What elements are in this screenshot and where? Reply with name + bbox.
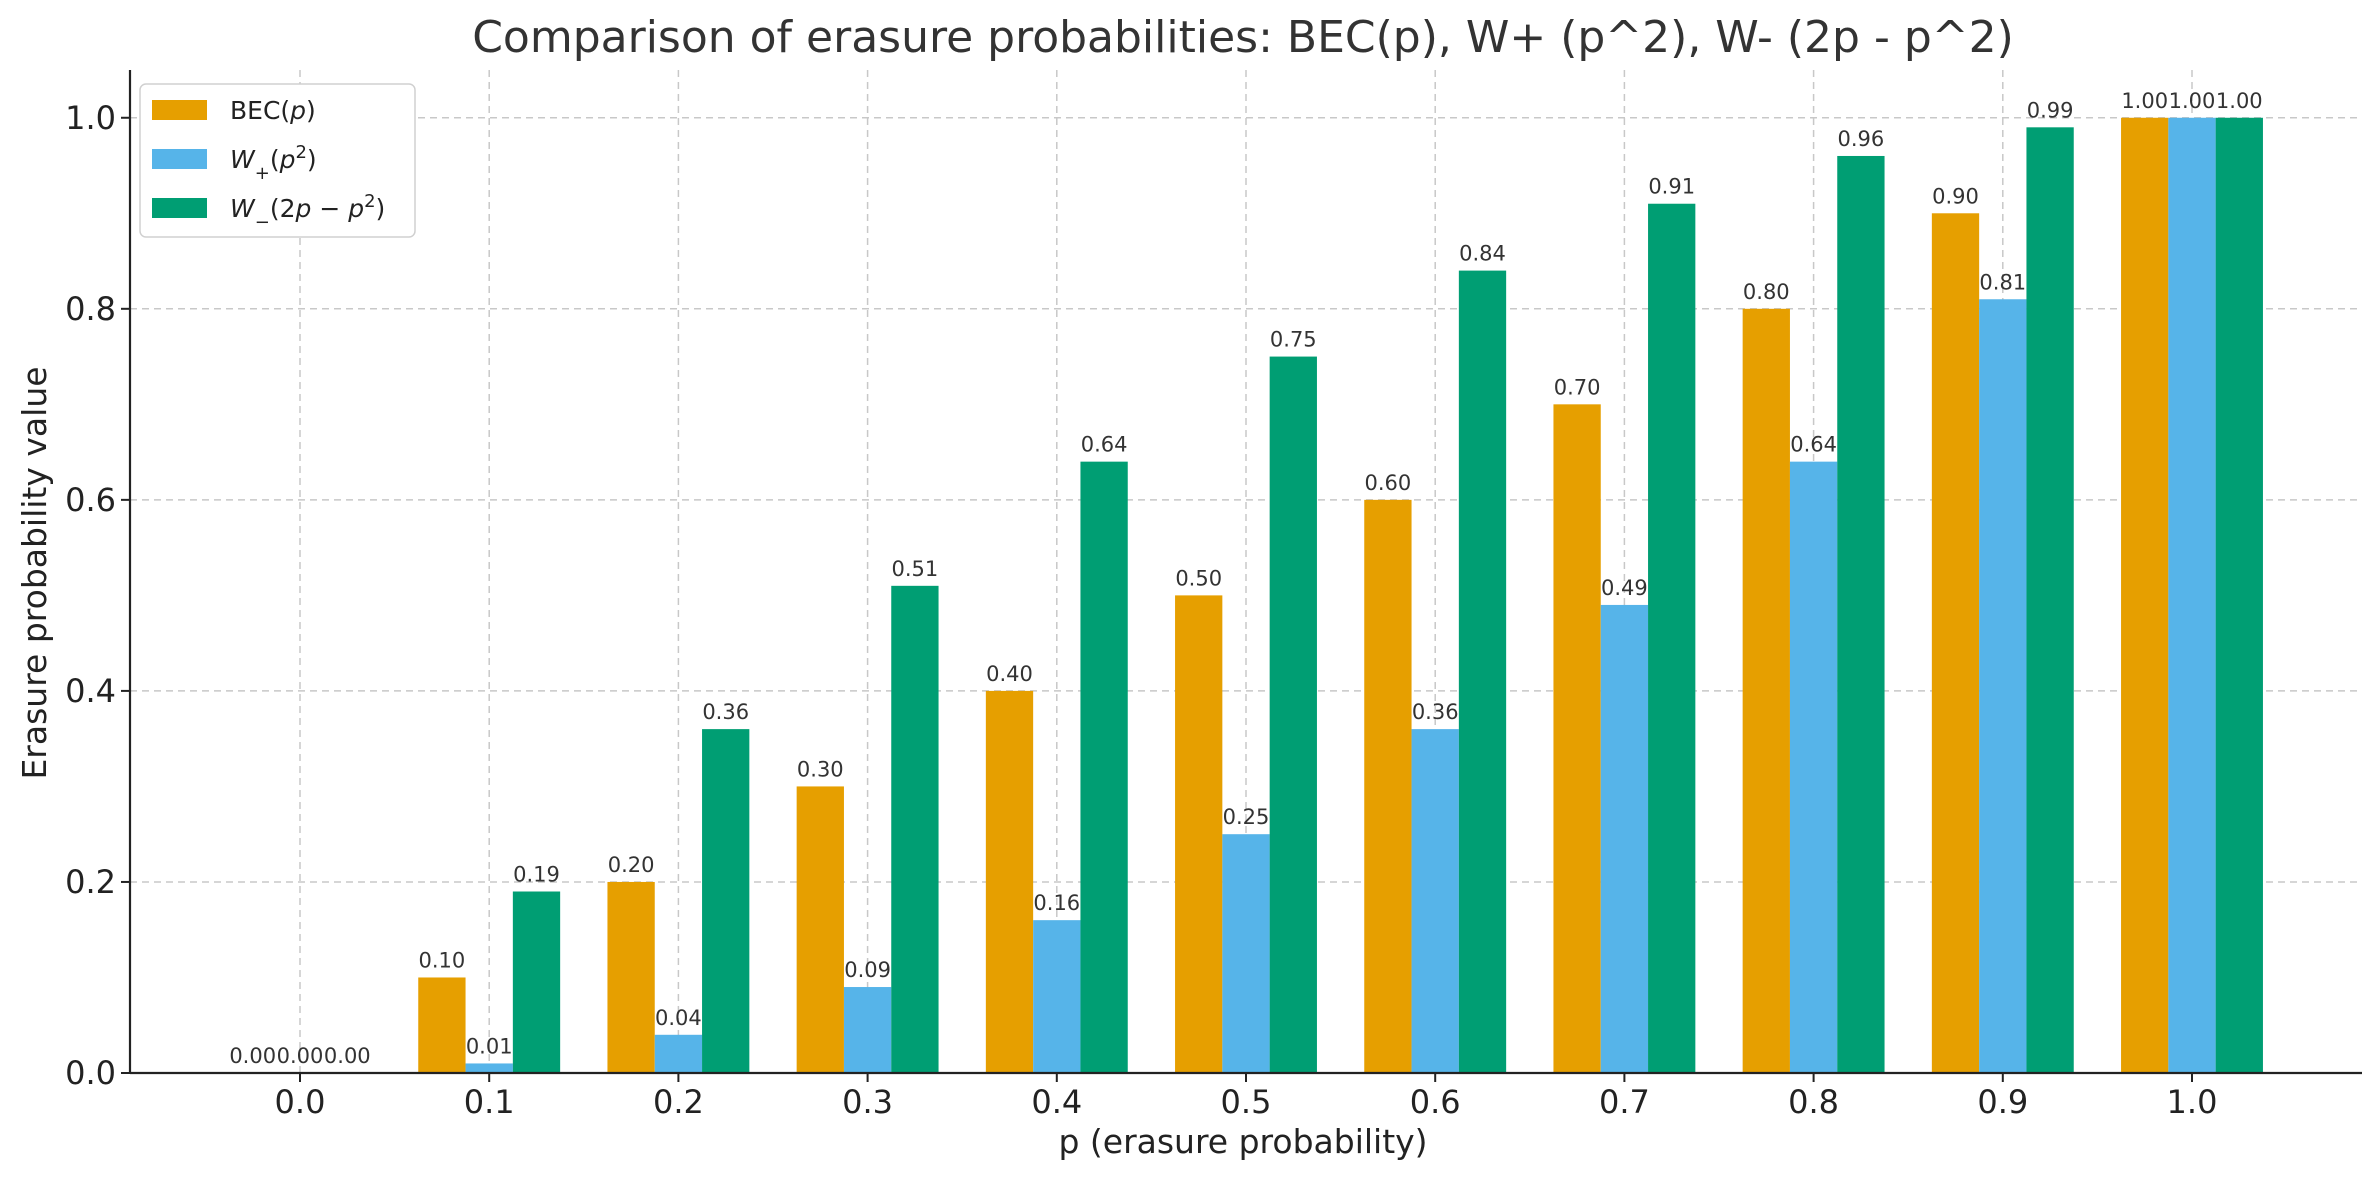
bar-2-1.0 [2215,117,2263,1073]
bar-1-0.8 [1789,461,1838,1074]
legend-swatch [152,149,207,169]
value-label: 0.00 [277,1044,324,1068]
value-label: 0.90 [1932,184,1979,208]
bar-0-0.4 [985,690,1034,1073]
y-tick-label: 0.0 [65,1054,116,1092]
value-label: 1.00 [2216,89,2263,113]
value-label: 0.25 [1223,805,1270,829]
bar-0-0.5 [1175,595,1223,1073]
legend-frame [139,83,416,238]
value-label: 0.10 [419,948,466,972]
bar-1-0.9 [1979,299,2027,1073]
bar-1-0.6 [1411,729,1459,1073]
bar-1-1.0 [2168,117,2216,1073]
x-tick-label: 0.3 [842,1083,893,1121]
chart-title: Comparison of erasure probabilities: BEC… [472,12,2014,63]
value-label: 0.96 [1838,127,1885,151]
bar-1-0.7 [1600,604,1649,1073]
legend-swatch [152,100,207,120]
y-tick-label: 0.2 [65,863,116,901]
value-label: 0.36 [1412,700,1459,724]
value-label: 0.19 [513,863,560,887]
bar-2-0.2 [702,729,750,1073]
bar-1-0.5 [1222,834,1270,1073]
bar-2-0.3 [891,585,939,1073]
value-label: 0.40 [986,662,1033,686]
bar-0-0.7 [1553,404,1601,1073]
value-label: 0.00 [229,1044,276,1068]
y-tick-label: 0.4 [65,672,116,710]
value-label: 0.70 [1554,375,1601,399]
bar-1-0.2 [654,1034,703,1073]
value-label: 0.49 [1601,576,1648,600]
bar-2-0.8 [1837,155,1885,1073]
y-axis-label: Erasure probability value [15,366,54,779]
bar-2-0.7 [1648,203,1696,1073]
bar-0-0.9 [1931,213,1980,1074]
y-tick-label: 1.0 [65,99,116,137]
value-label: 0.51 [892,557,939,581]
bars [418,117,2263,1074]
bar-2-0.1 [512,891,561,1073]
value-label: 0.75 [1270,328,1317,352]
x-tick-label: 0.4 [1031,1083,1082,1121]
x-tick-label: 0.5 [1221,1083,1272,1121]
value-label: 0.50 [1175,566,1222,590]
bar-1-0.3 [843,987,892,1073]
value-label: 1.00 [2169,89,2216,113]
value-label: 0.09 [844,958,891,982]
value-label: 0.04 [655,1006,702,1030]
value-label: 0.01 [466,1034,513,1058]
bar-2-0.5 [1269,356,1317,1074]
value-label: 0.16 [1033,891,1080,915]
x-tick-label: 0.9 [1977,1083,2028,1121]
value-label: 0.64 [1081,433,1128,457]
x-tick-label: 0.6 [1410,1083,1461,1121]
x-tick-label: 0.7 [1599,1083,1650,1121]
value-label: 0.80 [1743,280,1790,304]
x-tick-label: 1.0 [2167,1083,2218,1121]
y-tick-label: 0.6 [65,481,116,519]
x-tick-label: 0.1 [464,1083,515,1121]
legend-label: W−(2p − p2) [230,191,385,233]
value-label: 1.00 [2121,89,2168,113]
bar-0-0.6 [1364,499,1412,1073]
legend-label: BEC(p) [230,96,316,125]
bar-0-0.1 [418,977,466,1073]
value-label: 0.84 [1459,242,1506,266]
value-label: 0.30 [797,757,844,781]
bar-0-0.8 [1742,308,1790,1073]
x-axis-label: p (erasure probability) [1058,1122,1427,1161]
bar-2-0.6 [1458,270,1507,1074]
bar-0-0.2 [607,881,655,1073]
x-tick-label: 0.8 [1788,1083,1839,1121]
legend-swatch [152,198,207,218]
legend-label: W+(p2) [230,142,317,184]
tick-labels: 0.00.20.40.60.81.00.0 0.1 0.2 0.3 0.4 0.5 0.6 0… [65,99,2217,1121]
value-labels: 0.00 0.10 0.20 0.30 0.40 0.50 0.60 0.70 0.80 0.90… [229,89,2262,1068]
bar-1-0.1 [465,1063,513,1073]
value-label: 0.99 [2027,98,2074,122]
y-tick-label: 0.8 [65,290,116,328]
bar-0-0.3 [796,786,844,1073]
bar-2-0.9 [2026,127,2074,1074]
value-label: 0.81 [1979,270,2026,294]
value-label: 0.91 [1648,175,1695,199]
bar-2-0.4 [1080,461,1128,1074]
value-label: 0.60 [1365,471,1412,495]
x-tick-label: 0.0 [275,1083,326,1121]
x-tick-label: 0.2 [653,1083,704,1121]
legend: BEC(p) W+(p2) W−(2p − p2) [139,83,416,238]
value-label: 0.00 [324,1044,371,1068]
value-label: 0.36 [702,700,749,724]
value-label: 0.20 [608,853,655,877]
value-label: 0.64 [1790,433,1837,457]
bar-1-0.4 [1033,920,1081,1073]
bar-0-1.0 [2121,117,2169,1073]
